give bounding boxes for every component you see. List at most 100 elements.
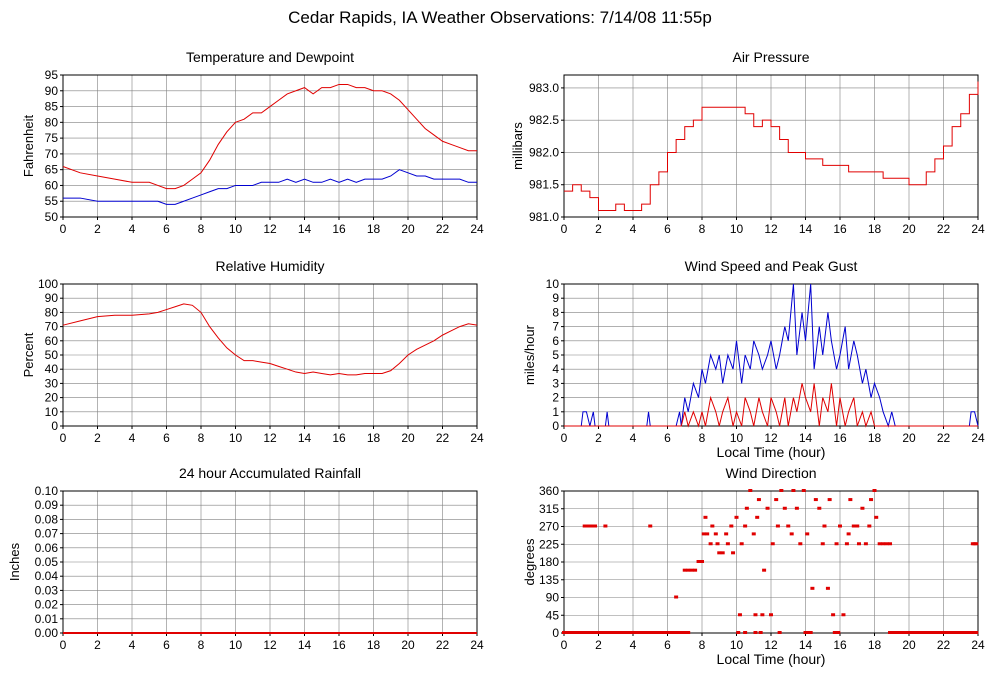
wind-ylabel: miles/hour [522,324,537,385]
wind-ytick-label: 0 [552,419,559,433]
direction-point [860,506,865,510]
pressure-ytick-label: 981.0 [529,210,559,224]
rain-xtick-label: 16 [332,638,346,652]
direction-point [953,631,958,634]
humidity-ytick-label: 30 [45,376,59,390]
humidity-ytick-label: 70 [45,320,59,334]
direction-point [791,489,796,492]
direction-point [874,515,879,519]
pressure-ylabel: millibars [510,122,525,170]
direction-point [820,542,825,546]
direction-ytick-label: 315 [539,502,559,516]
wind-ytick-label: 6 [552,334,559,348]
direction-point [705,532,710,536]
direction-point [798,542,803,546]
direction-point [648,524,653,528]
direction-point [682,568,687,572]
direction-point [888,631,893,634]
humidity-ytick-label: 20 [45,391,59,405]
direction-point [672,631,677,634]
direction-point [810,586,815,590]
direction-point [872,489,877,492]
pressure-xtick-label: 18 [868,222,882,236]
humidity-xtick-label: 6 [163,431,170,445]
rain-xtick-label: 2 [94,638,101,652]
direction-point [881,542,886,546]
pressure-ytick-label: 983.0 [529,81,559,95]
temp-xtick-label: 22 [436,222,450,236]
direction-point [760,613,765,617]
direction-point [720,551,725,555]
direction-point [869,498,874,502]
direction-point [713,532,718,536]
direction-point [603,631,608,634]
direction-point [817,506,822,510]
temp-xtick-label: 4 [129,222,136,236]
direction-point [856,542,861,546]
direction-point [586,631,591,634]
direction-point [898,631,903,634]
wind-xtick-label: 24 [971,431,985,445]
direction-point [644,631,649,634]
direction-point [703,515,708,519]
direction-point [724,532,729,536]
wind-ytick-label: 1 [552,405,559,419]
rain-ylabel: Inches [7,542,22,581]
direction-point [696,560,701,563]
direction-point [624,631,629,634]
direction-point [748,489,753,492]
wind-series-1-line [564,383,978,428]
direction-point [565,631,570,634]
pressure-xtick-label: 0 [561,222,568,236]
direction-point [610,631,615,634]
direction-point [943,631,948,634]
pressure-xtick-label: 10 [730,222,744,236]
pressure-xtick-label: 6 [664,222,671,236]
direction-point [832,631,837,634]
direction-point [848,498,853,502]
temp-ytick-label: 50 [45,210,59,224]
direction-point [579,631,584,634]
direction-point [613,631,618,634]
temp-ytick-label: 65 [45,163,59,177]
direction-point [844,542,849,546]
wind-xtick-label: 6 [664,431,671,445]
humidity-ytick-label: 10 [45,405,59,419]
direction-point [841,613,846,617]
direction-point [970,631,975,634]
rain-ytick-label: 0.01 [35,612,59,626]
temp-xtick-label: 20 [401,222,415,236]
rain-ytick-label: 0.00 [35,626,59,640]
direction-point [827,498,832,502]
direction-point [925,631,930,634]
rain-ytick-label: 0.04 [35,569,59,583]
direction-point [960,631,965,634]
humidity-xtick-label: 2 [94,431,101,445]
rain-xtick-label: 22 [436,638,450,652]
wind-xtick-label: 8 [699,431,706,445]
direction-point [974,542,979,546]
direction-xtick-label: 4 [630,638,637,652]
direction-point [689,568,694,572]
rain-ytick-label: 0.02 [35,598,59,612]
direction-point [762,568,767,572]
pressure-xtick-label: 8 [699,222,706,236]
direction-xtick-label: 10 [730,638,744,652]
direction-point [831,613,836,617]
wind-xtick-label: 2 [595,431,602,445]
direction-point [891,631,896,634]
humidity-title: Relative Humidity [216,258,325,274]
wind-xtick-label: 10 [730,431,744,445]
direction-point [693,568,698,572]
direction-point [627,631,632,634]
direction-point [758,631,763,634]
wind-ytick-label: 10 [546,277,560,291]
rain-ytick-label: 0.10 [35,484,59,498]
wind-ytick-label: 8 [552,305,559,319]
humidity-xtick-label: 16 [332,431,346,445]
humidity-ylabel: Percent [21,332,36,377]
temp-ytick-label: 75 [45,131,59,145]
direction-point [734,515,739,519]
direction-ytick-label: 225 [539,537,559,551]
